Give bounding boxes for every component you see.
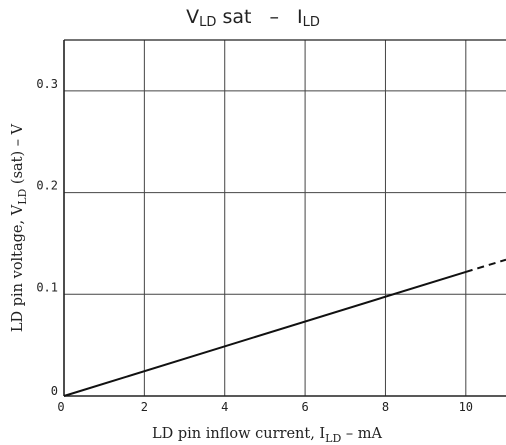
x-tick-label-10: 10 [459, 400, 473, 414]
x-tick-label-4: 4 [221, 400, 228, 414]
y-tick-label-0.3: 0.3 [36, 77, 58, 91]
title-i: ILD [296, 6, 320, 30]
x-tick-label-2: 2 [141, 400, 148, 414]
x-tick-label-0: 0 [57, 400, 64, 414]
series-line [63, 270, 467, 397]
x-tick-label-8: 8 [382, 400, 389, 414]
y-tick-label-0: 0 [51, 384, 58, 398]
y-tick-label-0.2: 0.2 [36, 179, 58, 193]
series-line-extrapolated [465, 258, 506, 273]
title-v: VLD sat [186, 6, 252, 30]
y-axis-label: LD pin voltage, VLD (sat) – V [10, 123, 29, 332]
title-separator: – [269, 6, 279, 28]
x-axis-label: LD pin inflow current, ILD – mA [152, 426, 382, 445]
chart-title: VLD sat – ILD [0, 6, 506, 30]
y-tick-label-0.1: 0.1 [36, 280, 58, 294]
x-tick-label-6: 6 [301, 400, 308, 414]
